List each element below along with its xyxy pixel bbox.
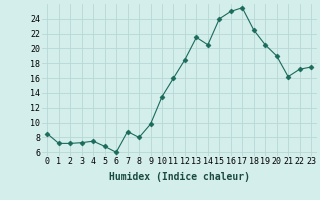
X-axis label: Humidex (Indice chaleur): Humidex (Indice chaleur) bbox=[109, 172, 250, 182]
